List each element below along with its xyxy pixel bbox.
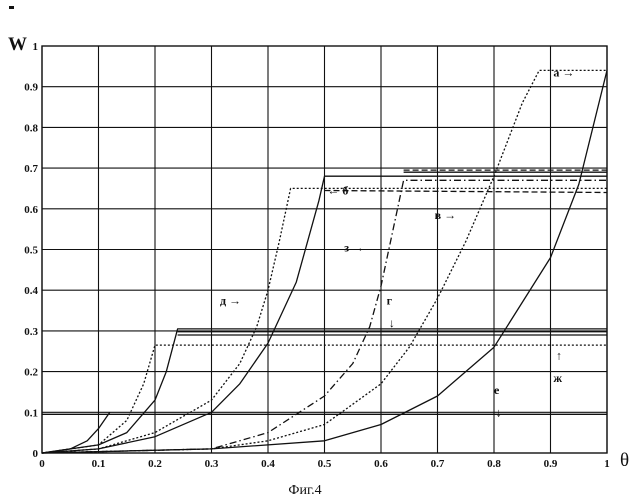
x-tick-label-4: 0.4: [261, 458, 275, 470]
curve-label-0: а →: [553, 66, 574, 80]
x-tick-label-10: 1: [604, 458, 610, 470]
curve-label-5: г: [387, 293, 393, 307]
curve-label-1: ← б: [327, 184, 348, 198]
y-tick-label-3: 0.3: [24, 326, 38, 338]
y-tick-label-8: 0.8: [24, 122, 38, 134]
ylabel-bar-mark: [9, 6, 14, 9]
figure-caption: Фиг.4: [288, 483, 321, 498]
y-tick-label-4: 0.4: [24, 285, 38, 297]
y-tick-label-2: 0.2: [24, 367, 38, 379]
chart-grid: [42, 46, 607, 453]
x-tick-label-9: 0.9: [544, 458, 558, 470]
curve-label-8: ж: [553, 371, 562, 385]
y-tick-label-7: 0.7: [24, 163, 38, 175]
y-tick-label-0: 0: [33, 448, 39, 460]
y-tick-label-5: 0.5: [24, 245, 38, 257]
curve-label-7: ↑: [556, 348, 562, 362]
x-tick-label-8: 0.8: [487, 458, 501, 470]
x-tick-label-1: 0.1: [92, 458, 106, 470]
x-tick-label-0: 0: [39, 458, 45, 470]
y-tick-label-9: 0.9: [24, 82, 38, 94]
curve-label-9: е: [494, 383, 500, 397]
y-tick-label-6: 0.6: [24, 204, 38, 216]
curve-label-3: з →: [344, 241, 364, 255]
series-line-5: [42, 412, 110, 453]
y-tick-label-1: 0.1: [24, 407, 38, 419]
plateau-line-2: [325, 191, 608, 193]
x-tick-label-6: 0.6: [374, 458, 388, 470]
x-tick-label-5: 0.5: [318, 458, 332, 470]
curve-label-2: в →: [435, 208, 456, 222]
curve-label-4: д →: [220, 293, 241, 307]
curve-label-6: ↓: [389, 316, 395, 330]
y-axis-label: W: [8, 34, 27, 55]
curve-label-10: ↓: [496, 405, 502, 419]
chart-curve-labels: а → ← б в → з → д → г ↓ ↑ ж е ↓: [220, 66, 574, 420]
x-tick-label-7: 0.7: [431, 458, 445, 470]
x-tick-label-2: 0.2: [148, 458, 162, 470]
x-tick-label-3: 0.3: [205, 458, 219, 470]
x-axis-label: θ: [620, 450, 629, 471]
y-tick-label-10: 1: [33, 41, 39, 53]
